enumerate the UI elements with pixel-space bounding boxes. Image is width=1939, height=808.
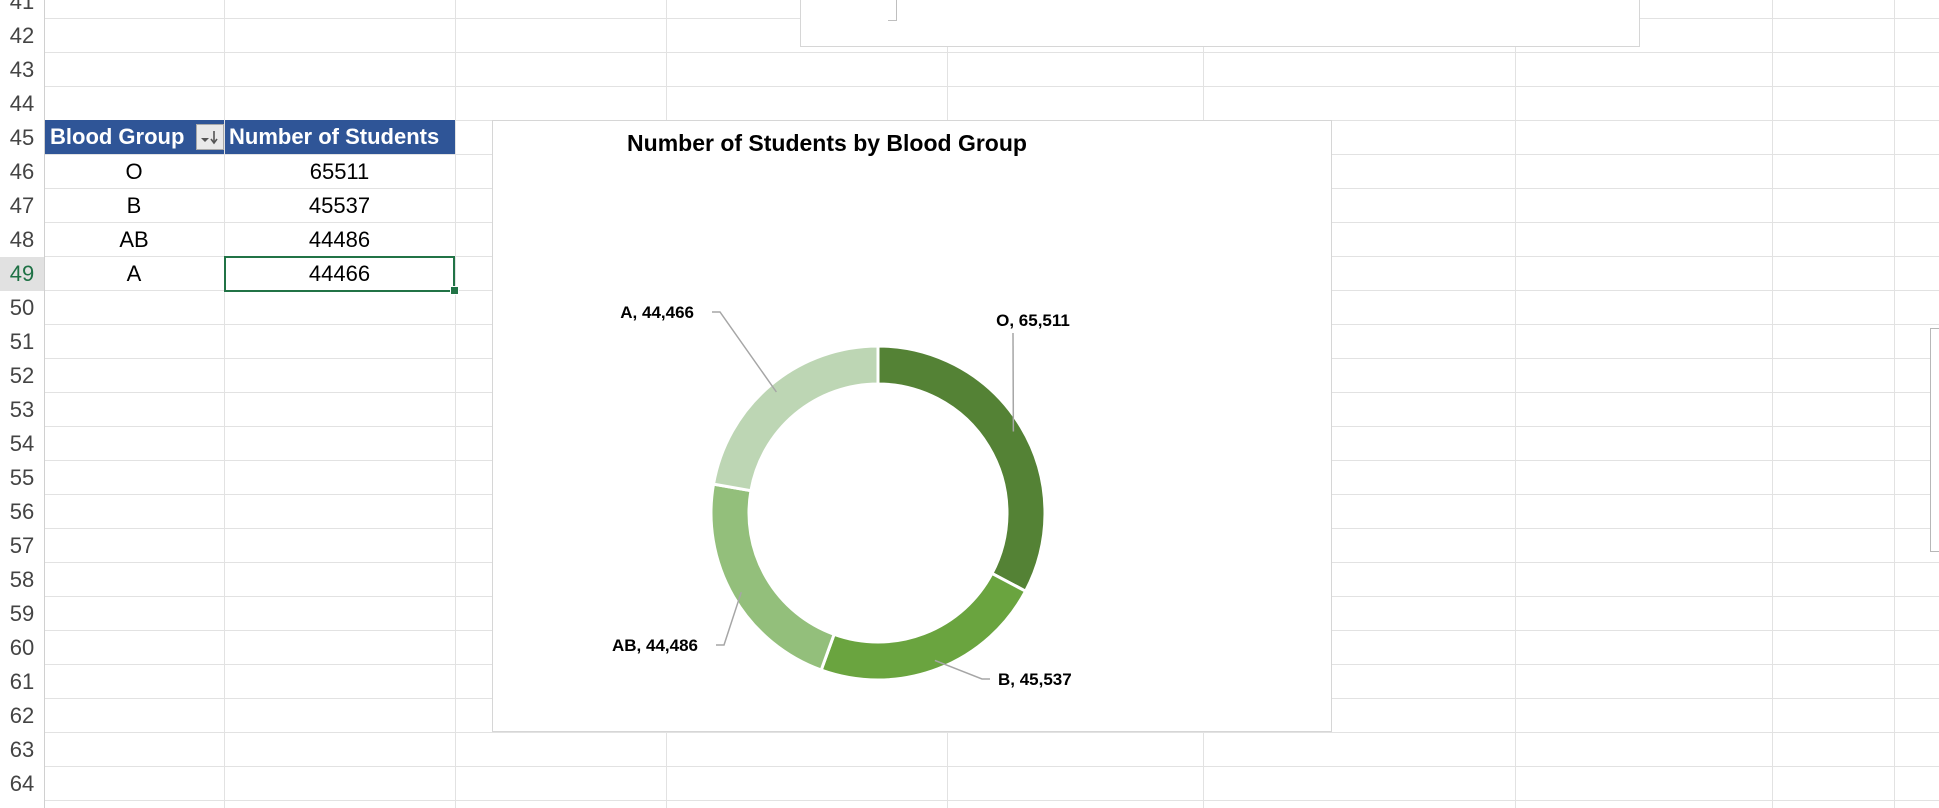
previous-chart-area[interactable] — [800, 0, 1640, 47]
row-number[interactable]: 45 — [9, 125, 35, 150]
cell-number-of-students[interactable]: 45537 — [308, 193, 371, 218]
row-number[interactable]: 52 — [9, 363, 35, 388]
data-label-b: B, 45,537 — [998, 670, 1072, 689]
row-number[interactable]: 50 — [9, 295, 35, 320]
cell-blood-group[interactable]: B — [126, 193, 142, 218]
row-number[interactable]: 53 — [9, 397, 35, 422]
row-gridline — [44, 86, 1939, 87]
data-label-a: A, 44,466 — [620, 303, 694, 322]
table-header-blood-group[interactable]: Blood Group — [45, 120, 224, 154]
row-number[interactable]: 44 — [9, 91, 35, 116]
row-number[interactable]: 61 — [9, 669, 35, 694]
row-gridline — [44, 732, 1939, 733]
doughnut-chart-area[interactable]: Number of Students by Blood Group O, 65,… — [492, 120, 1332, 732]
row-number[interactable]: 47 — [9, 193, 35, 218]
leader-line — [716, 591, 742, 646]
data-label-ab: AB, 44,486 — [612, 636, 698, 655]
row-number[interactable]: 59 — [9, 601, 35, 626]
row-number[interactable]: 49 — [0, 257, 44, 291]
row-number[interactable]: 41 — [9, 0, 35, 14]
data-label-o: O, 65,511 — [996, 311, 1070, 330]
row-gridline — [44, 52, 1939, 53]
doughnut-chart: Number of Students by Blood Group O, 65,… — [612, 130, 1072, 689]
row-number[interactable]: 57 — [9, 533, 35, 558]
row-number[interactable]: 60 — [9, 635, 35, 660]
row-number[interactable]: 63 — [9, 737, 35, 762]
cell-blood-group[interactable]: AB — [119, 227, 149, 252]
leader-line — [934, 659, 990, 680]
row-gridline — [44, 800, 1939, 801]
table-header-number-of-students[interactable]: Number of Students — [225, 120, 455, 154]
row-header-column — [0, 0, 45, 808]
cell-number-of-students[interactable]: 65511 — [309, 159, 370, 184]
cell-number-of-students[interactable]: 44466 — [308, 261, 371, 286]
slice-o[interactable] — [876, 344, 1047, 594]
slice-b[interactable] — [819, 571, 1028, 682]
row-number[interactable]: 54 — [9, 431, 35, 456]
row-number[interactable]: 62 — [9, 703, 35, 728]
row-number[interactable]: 55 — [9, 465, 35, 490]
slice-ab[interactable] — [709, 482, 837, 672]
row-number[interactable]: 42 — [9, 23, 35, 48]
sort-descending-icon — [201, 131, 218, 145]
chart-title: Number of Students by Blood Group — [627, 130, 1027, 156]
active-cell-selection — [224, 256, 455, 292]
slice-a[interactable] — [711, 344, 880, 493]
header-number-of-students-label: Number of Students — [229, 124, 440, 149]
sort-filter-button[interactable] — [196, 124, 224, 150]
vertical-scrollbar-thumb[interactable] — [1930, 328, 1939, 552]
row-number[interactable]: 51 — [9, 329, 35, 354]
row-gridline — [44, 766, 1939, 767]
header-blood-group-label: Blood Group — [50, 124, 185, 149]
row-number[interactable]: 46 — [9, 159, 35, 184]
row-number[interactable]: 48 — [9, 227, 35, 252]
cell-blood-group[interactable]: A — [126, 261, 142, 286]
row-number[interactable]: 58 — [9, 567, 35, 592]
row-number[interactable]: 56 — [9, 499, 35, 524]
fill-handle[interactable] — [450, 286, 459, 295]
row-number[interactable]: 64 — [9, 771, 35, 796]
cell-blood-group[interactable]: O — [125, 159, 143, 184]
cell-number-of-students[interactable]: 44486 — [308, 227, 371, 252]
row-number[interactable]: 43 — [9, 57, 35, 82]
leader-line — [712, 311, 778, 393]
